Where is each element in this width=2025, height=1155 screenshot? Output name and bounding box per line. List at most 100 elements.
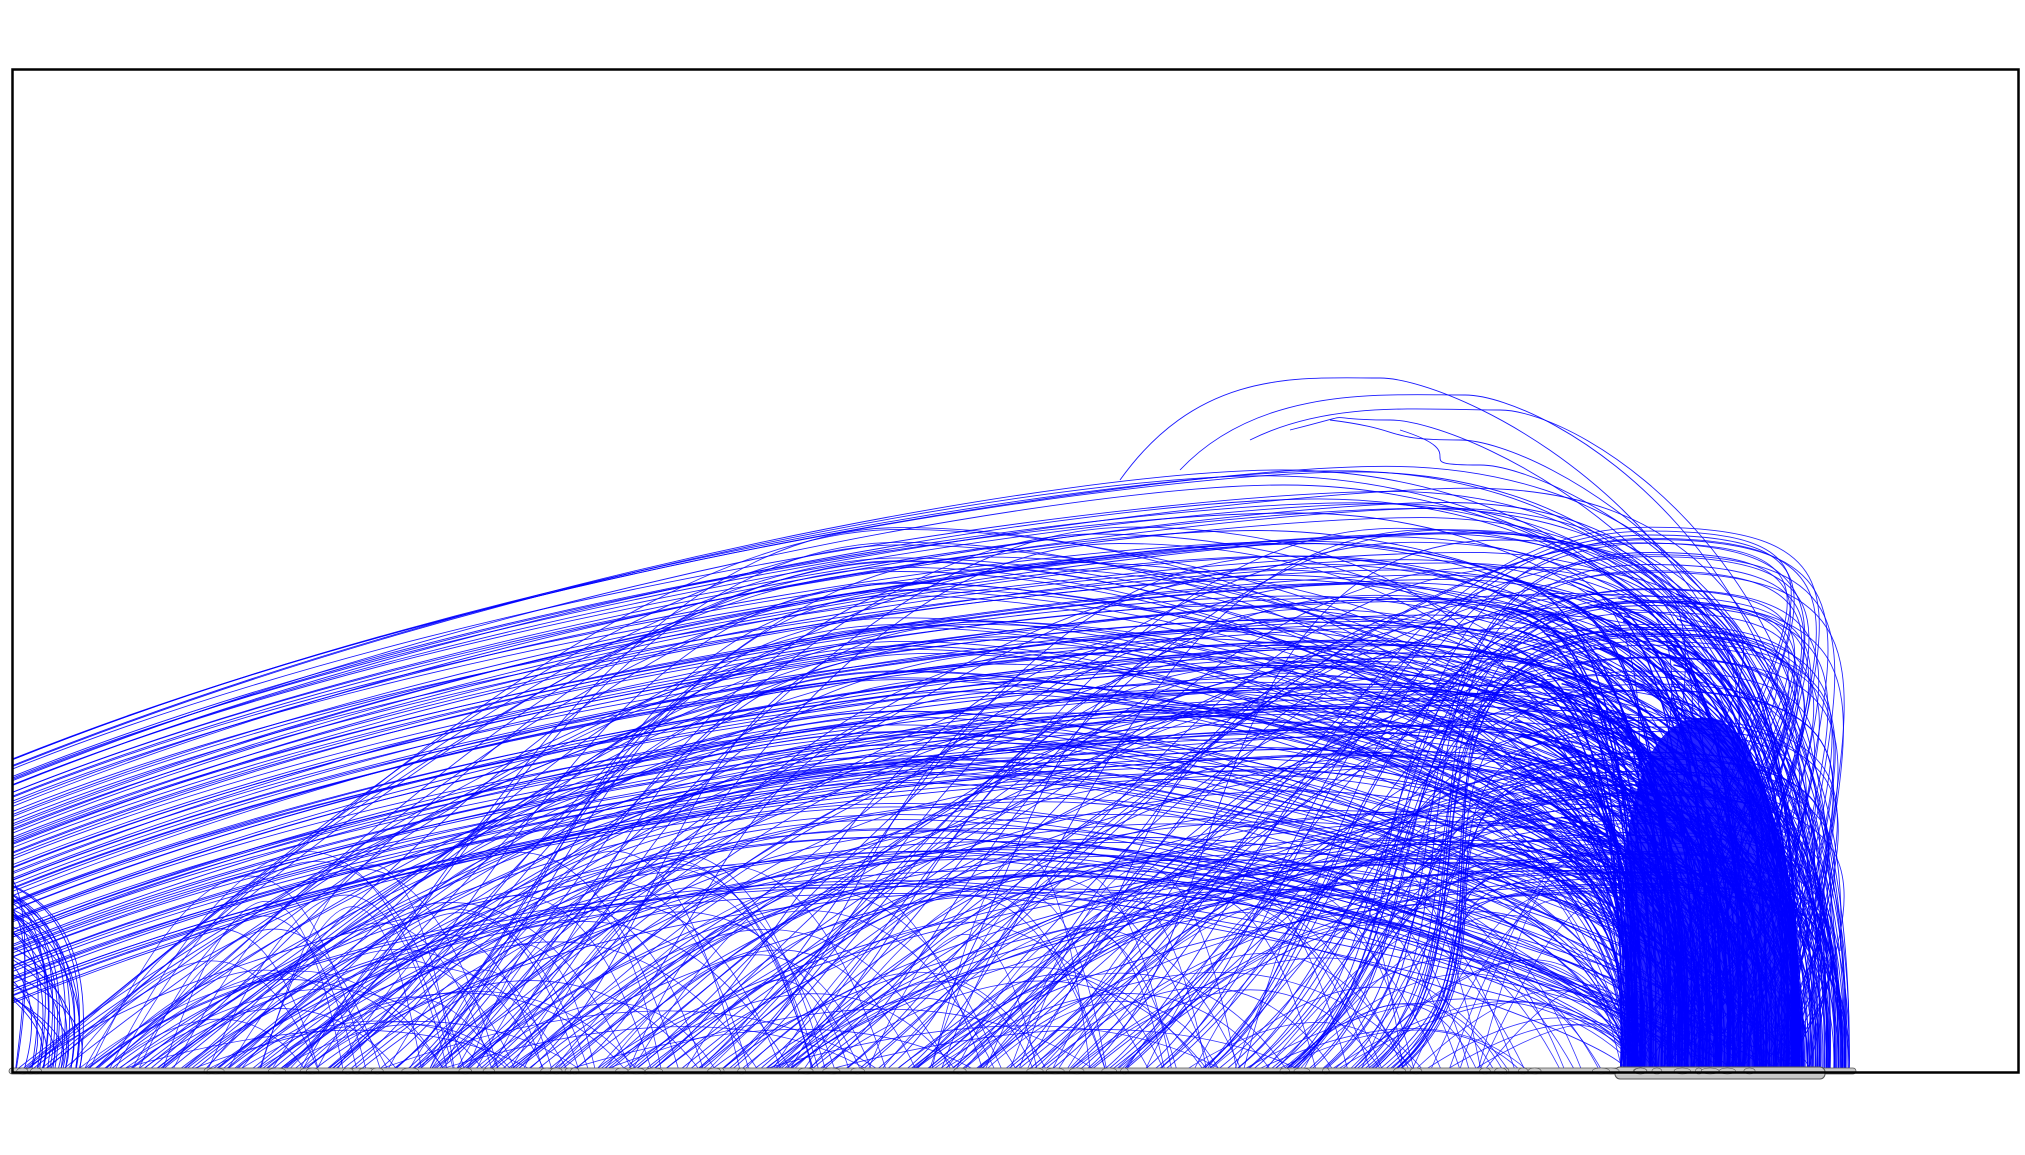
streamline (336, 895, 653, 1072)
streamline (1413, 990, 1641, 1072)
dense-streamline-region (1625, 717, 1805, 1071)
streamline (226, 922, 493, 1072)
streamline (1289, 417, 1802, 952)
streamline (115, 1029, 534, 1072)
streamline (984, 927, 1166, 1072)
streamline (101, 561, 1706, 1072)
streamline (12, 956, 75, 1072)
streamlines-group (12, 377, 1850, 1072)
streamline (915, 973, 1165, 1072)
streamline (12, 959, 63, 1072)
streamline (418, 903, 783, 1072)
streamline (1056, 864, 1461, 1072)
streamline (1018, 865, 1238, 1072)
streamline (597, 875, 1653, 1072)
streamline (275, 1024, 513, 1072)
streamline (940, 972, 1425, 1072)
streamline (12, 502, 1796, 1072)
streamline (1274, 1029, 1522, 1072)
streamline (930, 993, 1273, 1072)
streamline (707, 921, 1150, 1072)
streamline (12, 946, 68, 1072)
streamline (940, 869, 1173, 1072)
streamline (254, 990, 639, 1072)
streamline (928, 896, 1108, 1072)
streamline (1065, 911, 1371, 1072)
streamline (281, 541, 1652, 1072)
streamline (25, 677, 1736, 1072)
streamline (788, 888, 1107, 1072)
streamline (287, 996, 500, 1072)
streamline (12, 997, 65, 1072)
streamline (461, 711, 1630, 1072)
streamline (259, 864, 455, 1072)
streamline (137, 915, 358, 1072)
streamline (1192, 897, 1470, 1072)
streamline (12, 974, 83, 1072)
streamline (203, 949, 546, 1072)
streamline (720, 672, 1622, 1072)
streamline (12, 507, 1846, 1072)
streamline (1399, 429, 1842, 952)
streamline (270, 908, 590, 1072)
streamline (12, 980, 39, 1072)
streamline (127, 806, 1743, 1072)
streamline (108, 851, 455, 1072)
streamline (147, 560, 1673, 1072)
streamline (237, 992, 627, 1072)
streamline (816, 980, 1209, 1072)
streamline (455, 858, 820, 1072)
streamline (12, 880, 26, 1072)
streamline (628, 924, 813, 1072)
streamline (490, 863, 814, 1072)
streamline (1503, 609, 1625, 1072)
streamline (1295, 914, 1641, 1072)
streamline (742, 972, 1048, 1072)
streamline (434, 1026, 871, 1072)
streamline (1119, 377, 1792, 952)
domain-frame (11, 68, 2020, 1074)
streamline (12, 997, 55, 1072)
streamline (12, 894, 71, 1072)
streamline (91, 710, 1642, 1072)
streamline (1262, 958, 1601, 1072)
streamline (188, 782, 1674, 1072)
streamline (140, 636, 1647, 1072)
streamline (788, 966, 1205, 1072)
streamline (203, 1020, 510, 1072)
streamline (943, 888, 1405, 1072)
streamline (187, 1021, 583, 1072)
streamline (631, 878, 984, 1072)
streamline (1038, 894, 1526, 1072)
streamline (93, 969, 390, 1072)
streamline (154, 724, 1624, 1072)
streamline (893, 972, 1289, 1072)
streamline (802, 874, 1213, 1072)
streamline (128, 711, 1719, 1072)
streamline (1240, 998, 1641, 1072)
streamline (1025, 860, 1349, 1072)
streamline (386, 969, 553, 1072)
streamline (12, 926, 81, 1072)
streamline (1351, 960, 1641, 1072)
streamline (301, 851, 680, 1072)
streamline (12, 932, 44, 1072)
streamline (1208, 986, 1495, 1072)
streamline (1233, 854, 1482, 1072)
streamline (430, 813, 1626, 1072)
streamline (1254, 1028, 1529, 1072)
streamline (429, 866, 836, 1072)
streamline (160, 761, 1708, 1072)
streamline (772, 866, 1826, 1072)
streamline (14, 679, 1680, 1072)
streamline (299, 980, 701, 1072)
streamline (1051, 894, 1317, 1072)
streamline (1067, 953, 1411, 1072)
streamline (1114, 924, 1576, 1072)
streamline (12, 914, 39, 1072)
streamline (428, 880, 750, 1072)
streamline (843, 539, 1829, 1072)
streamline (410, 689, 1636, 1072)
